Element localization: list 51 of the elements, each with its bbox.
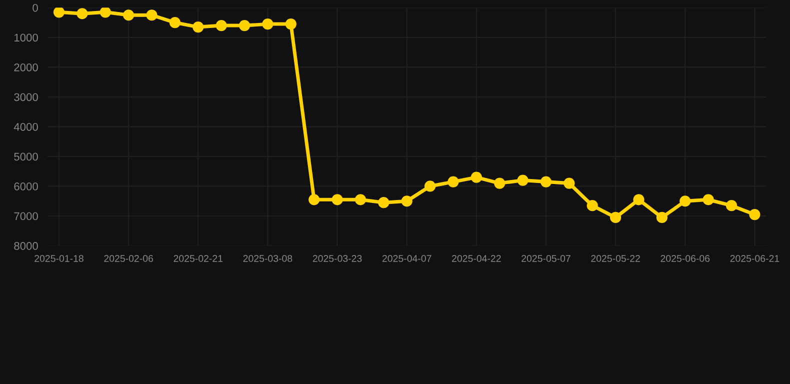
x-tick-label: 2025-03-08 [243,255,292,262]
point [401,196,412,207]
point [656,212,668,224]
point [123,10,134,21]
point [540,176,552,188]
point [702,194,714,206]
point [586,200,598,212]
point [680,196,691,207]
point [146,10,158,21]
point [633,194,644,206]
point [76,8,88,20]
x-tick-label: 2025-06-21 [730,255,780,262]
y-tick-label: 2000 [14,63,38,72]
point [749,208,760,220]
x-tick-label: 2025-02-06 [104,255,154,262]
point [448,176,459,188]
x-tick-label: 2025-06-06 [660,255,710,262]
x-tick-label: 2025-04-07 [382,255,432,262]
y-tick-label: 4000 [14,122,38,131]
point [262,18,274,30]
point [192,21,204,33]
point [238,20,250,32]
point [470,172,482,183]
y-tick-label: 0 [32,4,38,12]
x-tick-label: 2025-02-21 [174,255,223,262]
x-tick-label: 2025-05-07 [522,255,570,262]
y-tick-label: 7000 [14,212,38,220]
point [564,178,575,189]
y-tick-label: 3000 [14,93,38,102]
x-tick-label: 2025-03-23 [312,255,362,262]
x-tick-label: 2025-04-22 [452,255,501,262]
point [726,200,738,212]
point [53,8,65,18]
x-tick-label: 2025-01-18 [34,255,84,262]
point [308,194,320,206]
point [494,178,506,189]
point [169,17,181,28]
point [378,197,390,208]
point [285,18,296,30]
y-tick-label: 8000 [14,242,38,250]
point [216,20,227,32]
point [424,180,436,192]
y-tick-label: 5000 [14,152,38,161]
point [354,194,366,206]
y-tick-label: 6000 [14,182,38,190]
point [517,174,528,186]
x-tick-label: 2025-05-22 [591,255,640,262]
point [100,8,111,18]
point [610,212,622,224]
y-tick-label: 1000 [14,34,38,42]
point [332,194,343,206]
